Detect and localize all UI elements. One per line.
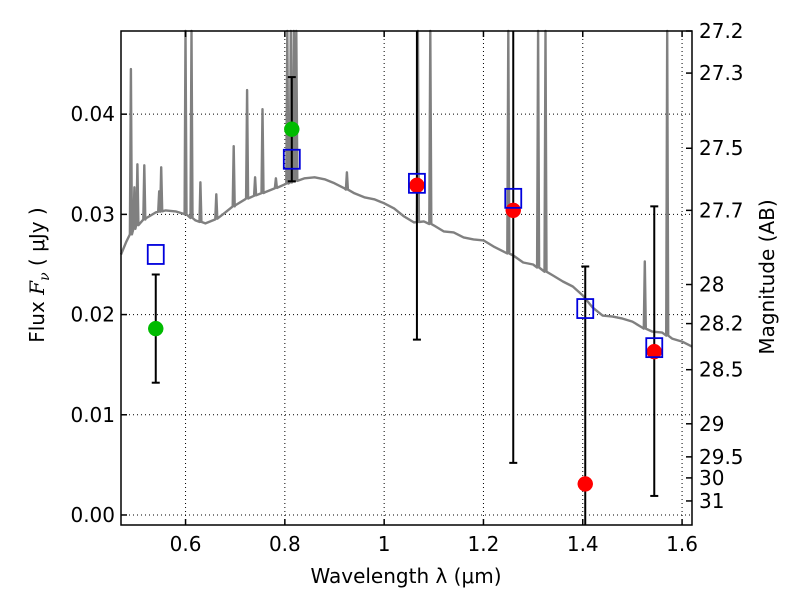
data-point-1-2 (577, 476, 593, 492)
y2-tick-label-8: 29.5 (699, 445, 744, 469)
y2-tick-label-6: 28.5 (699, 358, 744, 382)
y-axis-label: Flux Fν ( μJy ) (25, 207, 53, 343)
x-tick-label-0: 0.6 (170, 532, 202, 556)
y2-tick-label-0: 27.2 (699, 19, 744, 43)
y2-tick-label-9: 30 (699, 466, 724, 490)
axis-ticks (121, 30, 692, 525)
y-tick-label-0: 0.00 (70, 503, 115, 527)
model-square-2-2 (408, 172, 426, 194)
model-square-2-0 (146, 244, 165, 265)
model-square-2-1 (282, 148, 301, 170)
model-square-2-4 (576, 298, 595, 319)
x-tick-label-2: 1 (378, 532, 391, 556)
x-tick-label-3: 1.2 (468, 532, 500, 556)
y-axis-label-var: F (25, 280, 49, 296)
x-tick-label-4: 1.4 (567, 532, 599, 556)
model-square-2-5 (645, 337, 664, 359)
y-tick-label-3: 0.03 (70, 202, 115, 226)
y-axis-label-close: ) (25, 207, 49, 221)
tick-labels: 0.6 0.8 1 1.2 1.4 1.6 0.00 0.01 0.02 0.03 0.04 27.2… (70, 19, 743, 556)
y-axis-label-sub: ν (37, 272, 53, 281)
y2-tick-label-10: 31 (699, 489, 724, 513)
y2-tick-label-5: 28.2 (699, 312, 744, 336)
grid-lines (121, 31, 692, 525)
data-point-1-1 (505, 202, 522, 219)
data-point-0-0 (148, 320, 164, 337)
y2-axis-label: Magnitude (AB) (755, 199, 779, 354)
data-point-0-1 (284, 121, 300, 137)
y-tick-label-4: 0.04 (70, 102, 115, 126)
y-axis-label-unit: μJy (25, 221, 49, 252)
model-square-2-3 (504, 187, 523, 209)
y-axis-label-open: ( (25, 252, 49, 273)
x-tick-label-5: 1.6 (666, 532, 698, 556)
y-axis-label-prefix: Flux (25, 295, 49, 343)
y2-tick-label-1: 27.3 (699, 61, 744, 85)
y2-tick-label-4: 28 (699, 273, 724, 297)
y2-tick-label-7: 29 (699, 412, 724, 436)
x-tick-label-1: 0.8 (269, 532, 301, 556)
data-markers (146, 121, 664, 492)
error-bars (151, 31, 659, 525)
y-tick-label-2: 0.02 (70, 303, 115, 327)
spectrum-line (119, 29, 693, 348)
model-spectrum (119, 29, 693, 348)
x-axis-label: Wavelength λ (μm) (310, 564, 501, 588)
data-point-1-0 (409, 177, 425, 194)
y-tick-label-1: 0.01 (70, 403, 115, 427)
y2-tick-label-2: 27.5 (699, 136, 744, 160)
y2-tick-label-3: 27.7 (699, 198, 744, 222)
plot-frame (120, 30, 693, 526)
